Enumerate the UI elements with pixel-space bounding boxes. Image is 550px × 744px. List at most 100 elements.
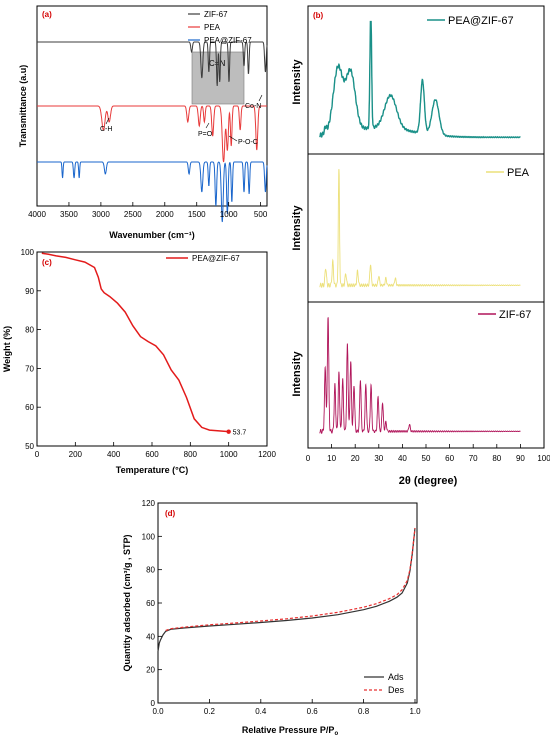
xrd-frame-bottom (307, 301, 545, 449)
tga-series-group: 53.7 (41, 252, 246, 437)
tga-y-tick-label-2: 70 (25, 364, 34, 373)
ftir-x-tick-label-2: 3000 (92, 210, 110, 219)
cn-box-label: C=N (209, 59, 225, 68)
xrd-legend-pea: PEA (507, 167, 530, 179)
annot-con: Co-N (245, 103, 261, 110)
tga-y-tick-label-4: 90 (25, 287, 34, 296)
tga-y-tick-label-0: 50 (25, 442, 34, 451)
xrd-x-tick-label-1: 10 (327, 454, 336, 463)
iso-legend-des: Des (388, 685, 405, 695)
xrd-y-title-mid: Intensity (291, 205, 303, 251)
xrd-legend-zif67: ZIF-67 (499, 309, 531, 321)
ftir-x-tick-label-7: 500 (254, 210, 268, 219)
tga-x-tick-label-2: 400 (107, 450, 121, 459)
iso-x-tick-label-0: 0.0 (152, 707, 164, 716)
iso-ticks: 0.0 0.2 0.4 0.6 0.8 1.0 0 20 40 60 80 100 120 (142, 499, 421, 716)
xrd-x-tick-label-6: 60 (445, 454, 454, 463)
tga-legend: PEA@ZIF-67 (192, 254, 240, 263)
xrd-x-tick-label-4: 40 (398, 454, 407, 463)
iso-x-tick-label-3: 0.6 (307, 707, 319, 716)
panel-b-tag: (b) (313, 11, 324, 20)
panel-d-tag: (d) (165, 509, 176, 518)
tga-x-tick-label-4: 800 (184, 450, 198, 459)
annot-po-arrow (205, 122, 210, 129)
ftir-x-tick-label-0: 4000 (28, 210, 46, 219)
iso-x-tick-label-4: 0.8 (358, 707, 370, 716)
tga-y-axis-title: Weight (%) (2, 326, 12, 372)
tga-x-tick-label-6: 1200 (258, 450, 276, 459)
panel-b-xrd: (b) PEA@ZIF-67 PEA ZIF-67 Intensity Inte… (291, 5, 550, 487)
panel-d-isotherm: (d) 0.0 0.2 0.4 0.6 0.8 1.0 0 20 40 60 80 100 120 Ad… (122, 499, 421, 737)
xrd-series-line-1 (319, 169, 521, 289)
xrd-x-tick-label-0: 0 (306, 454, 311, 463)
panel-d-frame (157, 502, 418, 704)
annot-poc-arrow (228, 135, 238, 142)
annot-ch: C-H (100, 126, 112, 133)
panel-a-tag: (a) (42, 10, 52, 19)
xrd-series-line-0 (319, 20, 521, 139)
iso-y-tick-label-6: 120 (142, 499, 156, 508)
xrd-x-tick-label-9: 90 (516, 454, 525, 463)
xrd-x-tick-label-5: 50 (422, 454, 431, 463)
iso-x-tick-label-1: 0.2 (204, 707, 216, 716)
ftir-legend-zif67: ZIF-67 (204, 10, 228, 19)
iso-x-axis-title-sub: o (334, 731, 338, 737)
ftir-x-tick-label-6: 1000 (220, 210, 238, 219)
annot-con-arrow (258, 94, 263, 102)
xrd-legend-pea-zif67: PEA@ZIF-67 (448, 15, 514, 27)
tga-x-tick-label-1: 200 (69, 450, 83, 459)
xrd-x-axis-title: 2θ (degree) (399, 475, 458, 487)
ftir-x-ticks: 4000 3500 3000 2500 2000 1500 1000 500 (28, 202, 268, 219)
iso-series-line-0 (157, 527, 416, 652)
ftir-legend: ZIF-67 PEA PEA@ZIF-67 (188, 10, 252, 45)
ftir-series-group (37, 41, 268, 223)
annot-po: P=O (198, 131, 213, 138)
iso-y-tick-label-5: 100 (142, 532, 156, 541)
tga-ticks: 0 200 400 600 800 1000 1200 50 60 70 80 90 100 (21, 248, 277, 459)
panel-a-ftir: (a) C=N ZIF-67 PEA PEA@ZIF-67 C-H P=O P-… (18, 5, 268, 240)
ftir-x-tick-label-4: 2000 (156, 210, 174, 219)
iso-y-tick-label-2: 40 (146, 632, 155, 641)
tga-x-axis-title: Temperature (°C) (116, 465, 188, 475)
ftir-series-line-1 (37, 105, 267, 163)
iso-y-tick-label-4: 80 (146, 566, 155, 575)
xrd-x-tick-label-8: 80 (492, 454, 501, 463)
iso-legend-ads: Ads (388, 672, 404, 682)
iso-series-line-1 (165, 527, 416, 632)
iso-x-tick-label-5: 1.0 (409, 707, 421, 716)
ftir-x-tick-label-1: 3500 (60, 210, 78, 219)
tga-y-tick-label-3: 80 (25, 326, 34, 335)
iso-x-axis-title-main: Relative Pressure P/P (242, 725, 335, 735)
xrd-series-line-2 (319, 317, 521, 435)
tga-end-marker (226, 429, 231, 434)
xrd-series-group (319, 20, 521, 435)
iso-y-axis-title: Quantity adsorbed (cm³/g , STP) (122, 534, 132, 671)
xrd-x-tick-label-10: 100 (537, 454, 550, 463)
iso-x-tick-label-2: 0.4 (255, 707, 267, 716)
iso-y-tick-label-0: 0 (151, 699, 156, 708)
iso-series-group (157, 527, 416, 652)
tga-x-tick-label-0: 0 (35, 450, 40, 459)
tga-y-tick-label-5: 100 (21, 248, 35, 257)
ftir-legend-pea: PEA (204, 23, 221, 32)
annot-ch-arrow (105, 117, 110, 125)
xrd-x-tick-label-3: 30 (374, 454, 383, 463)
panel-c-tag: (c) (42, 258, 52, 267)
xrd-x-tick-label-2: 20 (351, 454, 360, 463)
iso-y-tick-label-1: 20 (146, 666, 155, 675)
xrd-y-title-top: Intensity (291, 59, 303, 105)
ftir-x-tick-label-5: 1500 (188, 210, 206, 219)
xrd-x-ticks: 0 10 20 30 40 50 60 70 80 90 100 (306, 444, 550, 463)
tga-x-tick-label-5: 1000 (220, 450, 238, 459)
ftir-series-line-2 (37, 161, 268, 223)
iso-x-axis-title: Relative Pressure P/Po (242, 725, 339, 737)
annot-poc: P-O-C (238, 139, 258, 146)
iso-y-tick-label-3: 60 (146, 599, 155, 608)
ftir-x-axis-title: Wavenumber (cm⁻¹) (109, 230, 194, 240)
ftir-legend-pea-zif67: PEA@ZIF-67 (204, 36, 252, 45)
tga-x-tick-label-3: 600 (145, 450, 159, 459)
xrd-y-title-bottom: Intensity (291, 351, 303, 397)
tga-y-tick-label-1: 60 (25, 403, 34, 412)
tga-series-line (41, 252, 229, 433)
